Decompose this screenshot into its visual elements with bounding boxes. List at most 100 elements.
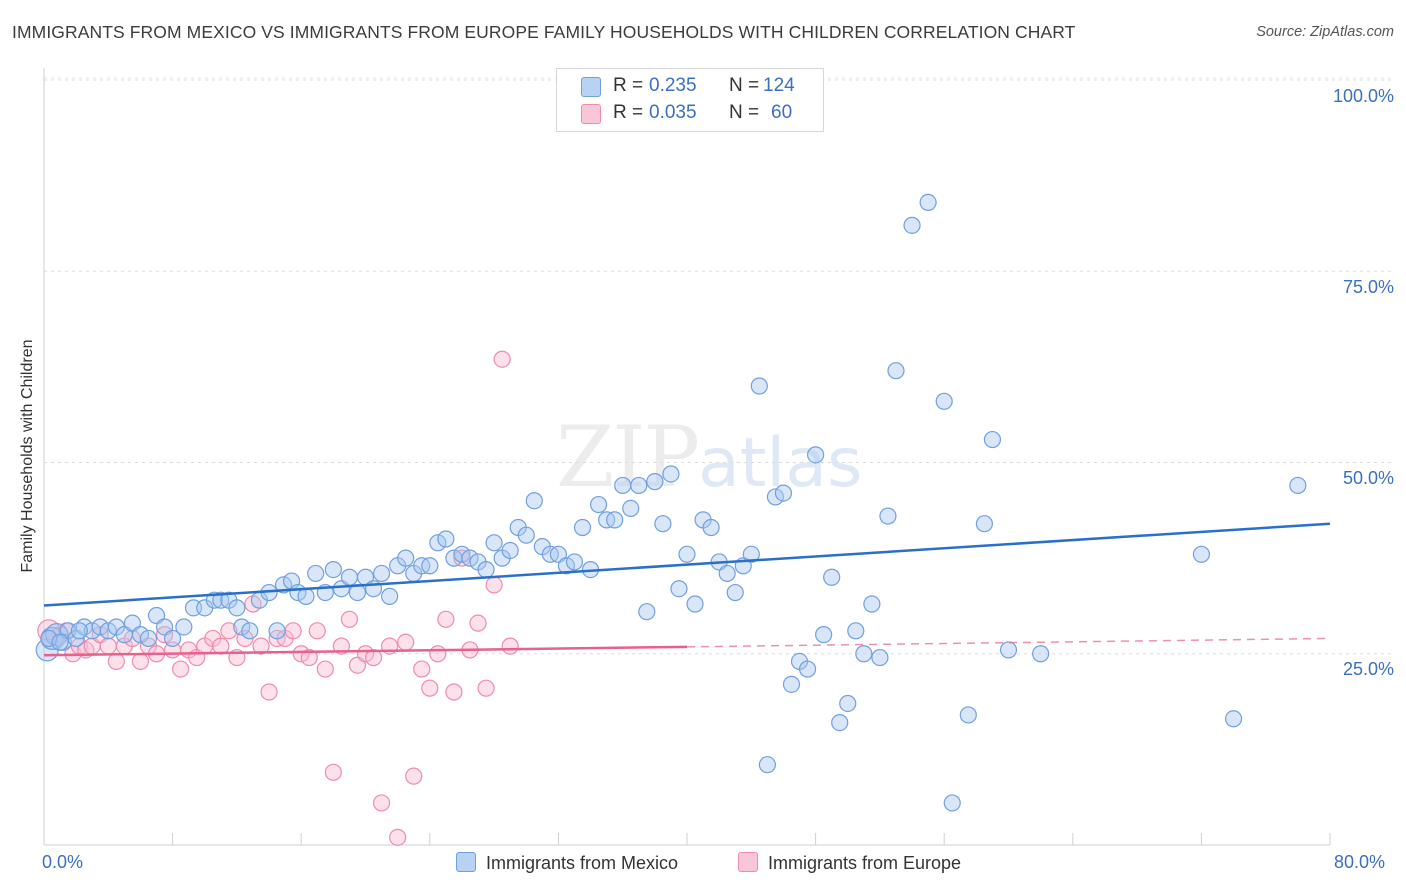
- europe-point: [413, 660, 431, 678]
- mexico-point: [51, 633, 69, 651]
- mexico-point: [1289, 476, 1307, 495]
- mexico-point: [437, 530, 455, 548]
- mexico-point: [175, 618, 193, 636]
- mexico-n-label: N =: [729, 75, 760, 96]
- mexico-point: [453, 545, 471, 563]
- mexico-point: [565, 553, 584, 571]
- mexico-point: [863, 595, 881, 613]
- mexico-point: [654, 515, 672, 533]
- mexico-point: [935, 392, 953, 410]
- mexico-point: [381, 587, 399, 605]
- europe-point: [469, 614, 487, 632]
- mexico-point: [774, 484, 793, 502]
- europe-point: [493, 350, 511, 368]
- mexico-point: [943, 794, 961, 812]
- mexico-point: [831, 713, 849, 732]
- mexico-point: [228, 599, 246, 617]
- europe-point: [260, 683, 278, 701]
- mexico-point: [139, 629, 158, 648]
- x-tick-min: 0.0%: [42, 852, 84, 872]
- mexico-point: [806, 446, 825, 464]
- europe-point: [372, 794, 391, 812]
- mexico-point: [131, 626, 150, 644]
- y-tick-25: 25.0%: [1342, 659, 1394, 679]
- europe-trend-line: [43, 645, 688, 657]
- europe-point: [220, 622, 238, 640]
- europe-point: [501, 637, 519, 655]
- mexico-point: [340, 568, 359, 586]
- mexico-point: [983, 430, 1002, 449]
- mexico-point: [297, 587, 315, 605]
- mexico-point: [397, 549, 415, 567]
- mexico-point: [903, 216, 921, 234]
- mexico-point: [702, 518, 720, 537]
- bottom-legend-mexico: Immigrants from Mexico: [456, 852, 678, 874]
- mexico-point: [662, 465, 680, 483]
- mexico-point: [879, 507, 897, 525]
- mexico-point: [525, 492, 543, 510]
- mexico-point: [233, 618, 251, 636]
- mexico-point: [638, 603, 656, 621]
- mexico-point: [1032, 645, 1050, 663]
- mexico-point: [1224, 710, 1243, 728]
- mexico-point: [919, 193, 937, 211]
- europe-n-value: 60: [771, 102, 793, 123]
- mexico-point: [815, 626, 833, 644]
- mexico-point: [164, 629, 182, 648]
- europe-point: [485, 576, 503, 594]
- mexico-point: [614, 476, 632, 495]
- europe-point: [252, 637, 270, 655]
- mexico-point: [742, 545, 760, 563]
- mexico-point: [268, 622, 286, 640]
- europe-point: [131, 652, 150, 671]
- mexico-point: [766, 488, 785, 506]
- europe-point: [340, 610, 359, 628]
- mexico-point: [40, 629, 58, 648]
- europe-swatch: [581, 104, 601, 124]
- europe-point: [300, 648, 318, 667]
- mexico-point: [606, 511, 624, 529]
- y-tick-75: 75.0%: [1342, 277, 1394, 297]
- mexico-point: [485, 534, 503, 552]
- mexico-point: [429, 534, 447, 552]
- mexico-point: [670, 580, 688, 598]
- europe-point: [405, 767, 423, 785]
- mexico-point: [975, 515, 993, 533]
- mexico-r-label: R =: [613, 75, 644, 96]
- mexico-point: [241, 622, 259, 640]
- mexico-point: [871, 648, 889, 667]
- mexico-r-value: 0.235: [649, 75, 697, 96]
- mexico-point: [70, 622, 88, 640]
- europe-point: [477, 679, 495, 697]
- europe-point: [316, 660, 334, 678]
- mexico-point: [517, 526, 535, 544]
- mexico-point: [798, 660, 817, 678]
- europe-n-label: N =: [729, 102, 760, 123]
- europe-point: [172, 660, 190, 678]
- europe-point: [99, 637, 117, 655]
- europe-point: [292, 645, 310, 663]
- mexico-trend-line: [43, 522, 1331, 607]
- mexico-point: [847, 622, 865, 640]
- mexico-point: [758, 756, 776, 774]
- mexico-point: [421, 557, 439, 575]
- mexico-point: [372, 564, 391, 583]
- europe-point: [284, 622, 302, 640]
- europe-point: [429, 645, 447, 663]
- europe-point: [364, 648, 383, 667]
- mexico-point: [855, 645, 873, 663]
- mexico-point: [324, 560, 342, 579]
- mexico-point: [307, 564, 325, 583]
- europe-r-label: R =: [613, 102, 644, 123]
- europe-point: [324, 763, 342, 781]
- mexico-point: [750, 377, 768, 395]
- mexico-point: [557, 557, 576, 575]
- europe-point: [107, 652, 125, 671]
- bottom-europe-swatch: [738, 852, 758, 872]
- bottom-legend-europe: Immigrants from Europe: [738, 852, 961, 874]
- mexico-point: [678, 545, 696, 563]
- europe-r-value: 0.035: [649, 102, 697, 123]
- mexico-point: [589, 495, 608, 514]
- mexico-point: [99, 622, 117, 640]
